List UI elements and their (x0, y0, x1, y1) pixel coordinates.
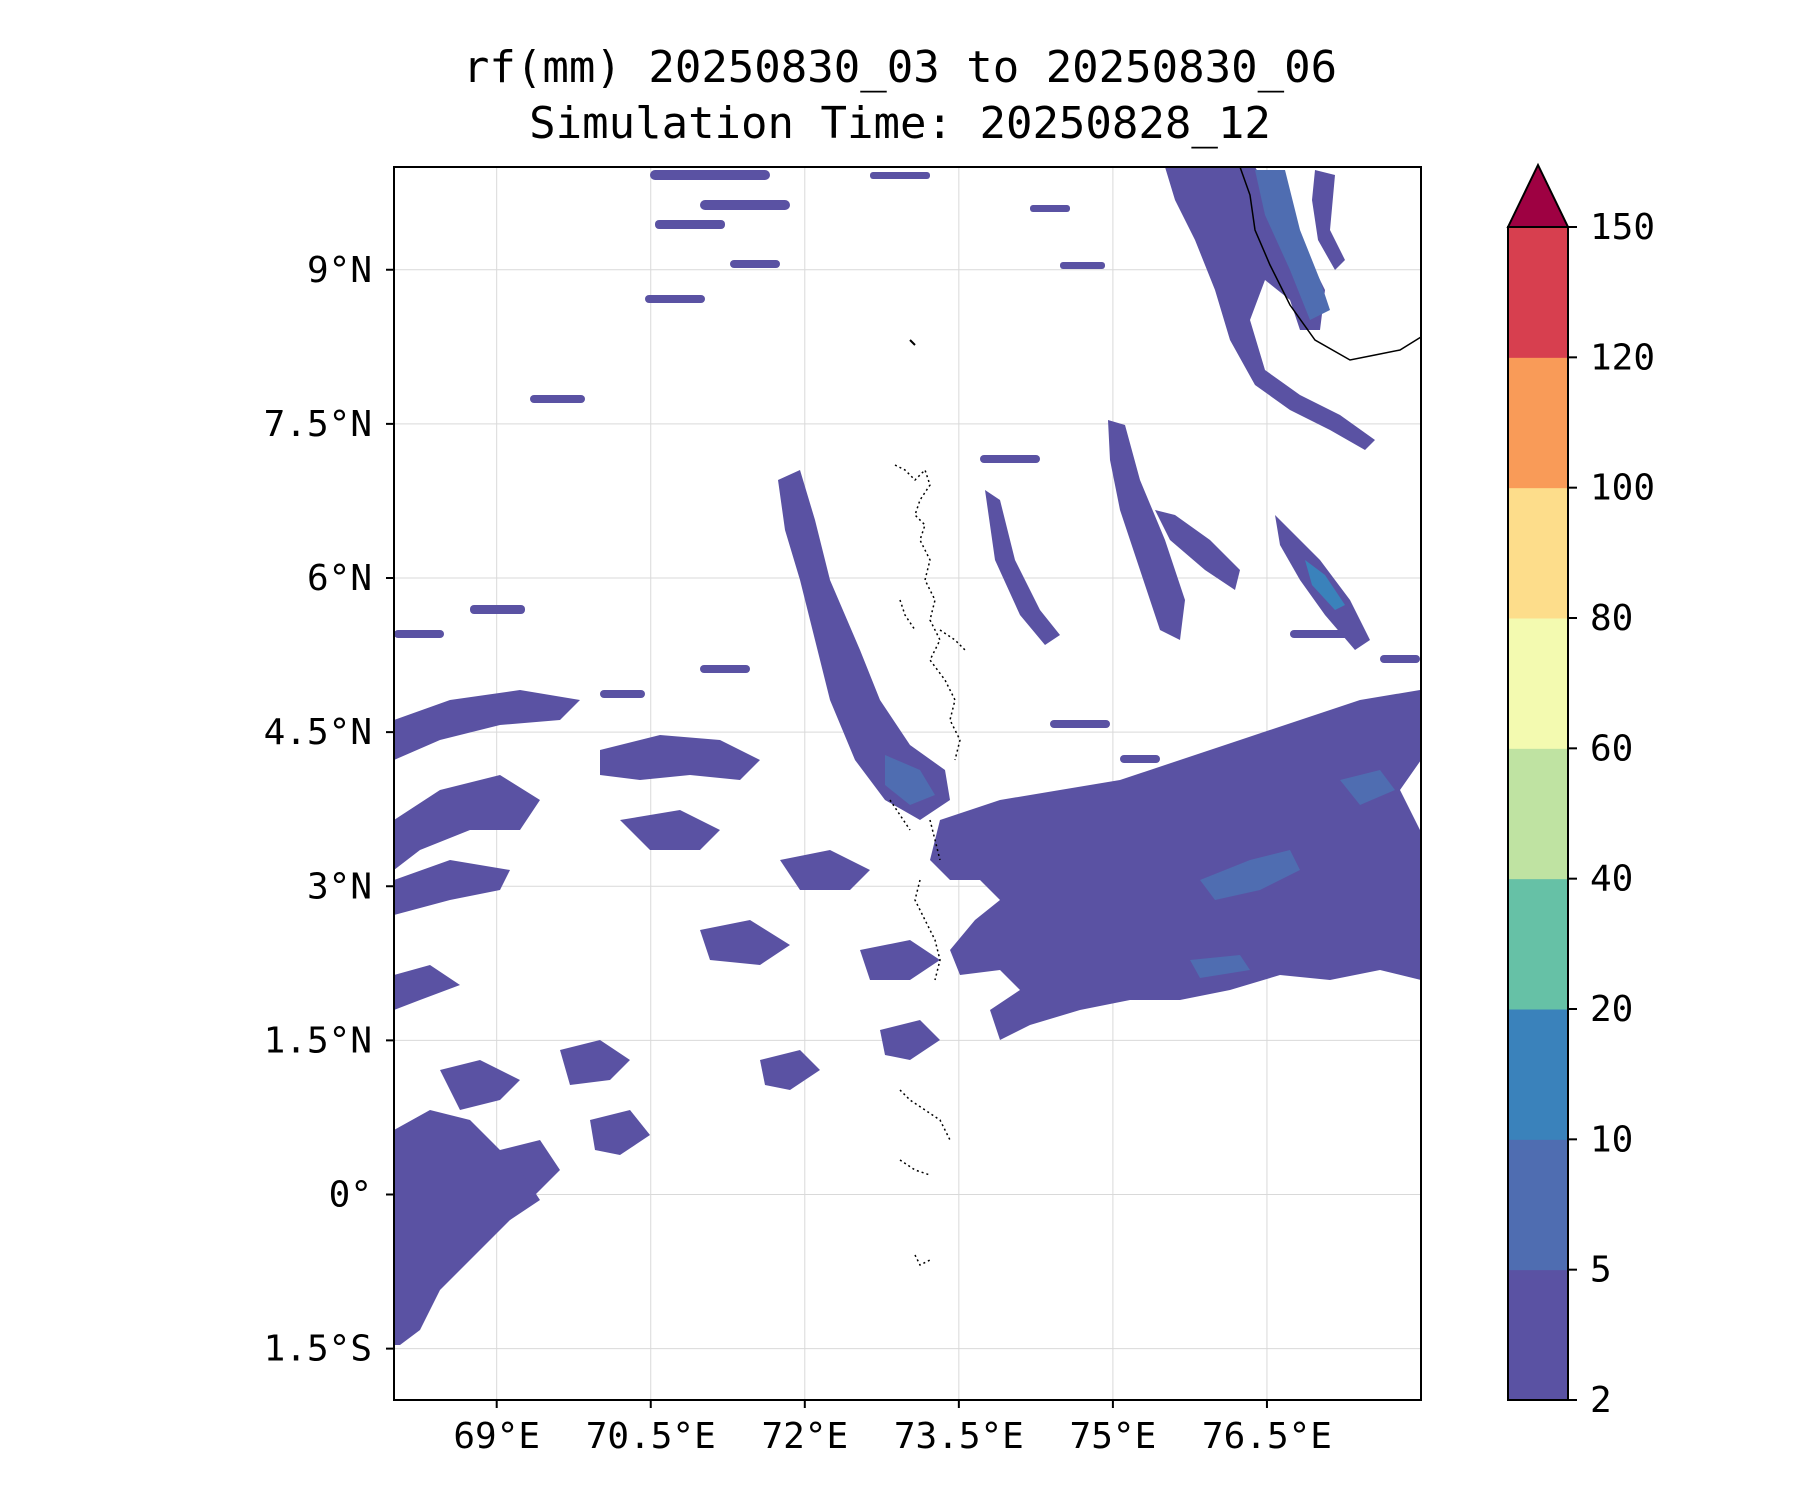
rain-swath-east-4-core (1305, 560, 1345, 610)
colorbar-tick-label: 120 (1590, 337, 1655, 378)
colorbar-segment (1508, 1139, 1568, 1271)
colorbar: 2 5 10 20 40 60 80 100 120 150 (1506, 162, 1655, 1421)
rain-band-west-1 (394, 690, 580, 760)
rain-swath-east-1 (985, 490, 1060, 645)
lon-tick-label: 75°E (1070, 1416, 1157, 1457)
map-frame (393, 166, 1422, 1401)
rain-streak (530, 395, 585, 403)
rain-streak (700, 665, 750, 673)
rain-streak (600, 690, 645, 698)
colorbar-tick-label: 10 (1590, 1119, 1633, 1160)
rain-band-east-core-1 (1200, 850, 1300, 900)
colorbar-tick-label: 60 (1590, 728, 1633, 769)
rain-band-center-south-4 (760, 1050, 820, 1090)
rain-swath-east-2 (1108, 420, 1185, 640)
rainfall-contours (394, 167, 1421, 1345)
plot-title-line-2: Simulation Time: 20250828_12 (529, 98, 1271, 149)
colorbar-segment (1508, 487, 1568, 619)
rain-streak (980, 455, 1040, 463)
colorbar-segment (1508, 227, 1568, 358)
rain-band-west-4 (394, 965, 460, 1010)
lon-tick-label: 73.5°E (894, 1416, 1024, 1457)
colorbar-segment (1508, 1269, 1568, 1401)
rain-band-east (930, 690, 1421, 1040)
rain-streak (655, 220, 725, 229)
coastline-india (1239, 167, 1421, 361)
lat-tick-label: 1.5°S (264, 1329, 372, 1370)
colorbar-segment (1508, 878, 1568, 1010)
lat-tick-label: 6°N (307, 558, 372, 599)
rain-band-sw-5 (480, 1170, 540, 1220)
rain-swath-coast (1165, 167, 1375, 450)
lat-tick-label: 3°N (307, 866, 372, 907)
rain-band-west-3 (394, 860, 510, 915)
colorbar-tick-label: 100 (1590, 468, 1655, 509)
rain-band-sw-2 (440, 1060, 520, 1110)
rain-streak (1050, 720, 1110, 728)
lat-tick-label: 4.5°N (264, 712, 372, 753)
rain-streak (645, 295, 705, 303)
colorbar-tick-label: 80 (1590, 598, 1633, 639)
colorbar-tick-label: 40 (1590, 859, 1633, 900)
rain-band-center-south-5 (880, 1020, 940, 1060)
rain-swath-ne (1312, 170, 1345, 270)
rain-streak (1380, 655, 1420, 663)
rain-swath-central (778, 470, 950, 820)
rain-band-center-south (780, 850, 870, 890)
colorbar-frame (1507, 226, 1569, 1401)
rain-band-center-south-3 (860, 940, 940, 980)
lat-tick-label: 1.5°N (264, 1020, 372, 1061)
rain-band-sw-3 (560, 1040, 630, 1085)
rain-streak (1290, 630, 1350, 638)
lat-tick-label: 7.5°N (264, 404, 372, 445)
rain-streak (1230, 760, 1285, 769)
lon-tick-label: 70.5°E (586, 1416, 716, 1457)
rain-swath-central-core (885, 755, 935, 805)
colorbar-tick-label: 20 (1590, 989, 1633, 1030)
latitude-axis: 9°N 7.5°N 6°N 4.5°N 3°N 1.5°N 0° 1.5°S (264, 250, 394, 1370)
rain-swath-east-3 (1155, 510, 1240, 590)
longitude-axis: 69°E 70.5°E 72°E 73.5°E 75°E 76.5°E (453, 1400, 1332, 1457)
rain-band-west-mid-2 (620, 810, 720, 850)
rain-band-west-mid (600, 735, 760, 780)
rain-streak (1060, 262, 1105, 269)
rain-band-west-2 (394, 775, 540, 870)
islands-maldives (889, 464, 966, 1267)
rain-band-east-core-2 (1340, 770, 1395, 805)
rain-streak (730, 260, 780, 268)
colorbar-segment (1508, 618, 1568, 749)
colorbar-segment (1508, 1009, 1568, 1140)
rain-band-east-core-3 (1190, 955, 1250, 978)
coastlines (889, 167, 1421, 1267)
rain-streak (394, 630, 444, 638)
colorbar-segment (1508, 357, 1568, 489)
rain-streak (1120, 755, 1160, 763)
rain-band-center-south-2 (700, 920, 790, 965)
rain-band-sw-4 (590, 1110, 650, 1155)
rain-band-sw (394, 1110, 560, 1345)
lat-tick-label: 0° (329, 1175, 372, 1216)
rain-streak (870, 172, 930, 179)
coastline-lakshadweep (909, 339, 916, 346)
rain-streak (700, 200, 790, 210)
rain-streak (470, 605, 525, 614)
lat-tick-label: 9°N (307, 250, 372, 291)
lon-tick-label: 69°E (453, 1416, 540, 1457)
lon-tick-label: 72°E (761, 1416, 848, 1457)
rain-streak (650, 170, 770, 180)
rain-swath-coast-core (1255, 170, 1330, 320)
colorbar-extend-triangle (1506, 162, 1570, 228)
colorbar-segment (1508, 748, 1568, 880)
colorbar-tick-label: 2 (1590, 1380, 1612, 1421)
lon-tick-label: 76.5°E (1202, 1416, 1332, 1457)
rain-streak (1030, 205, 1070, 212)
colorbar-tick-label: 150 (1590, 207, 1655, 248)
colorbar-tick-label: 5 (1590, 1250, 1612, 1291)
plot-title-line-1: rf(mm) 20250830_03 to 20250830_06 (462, 42, 1338, 93)
